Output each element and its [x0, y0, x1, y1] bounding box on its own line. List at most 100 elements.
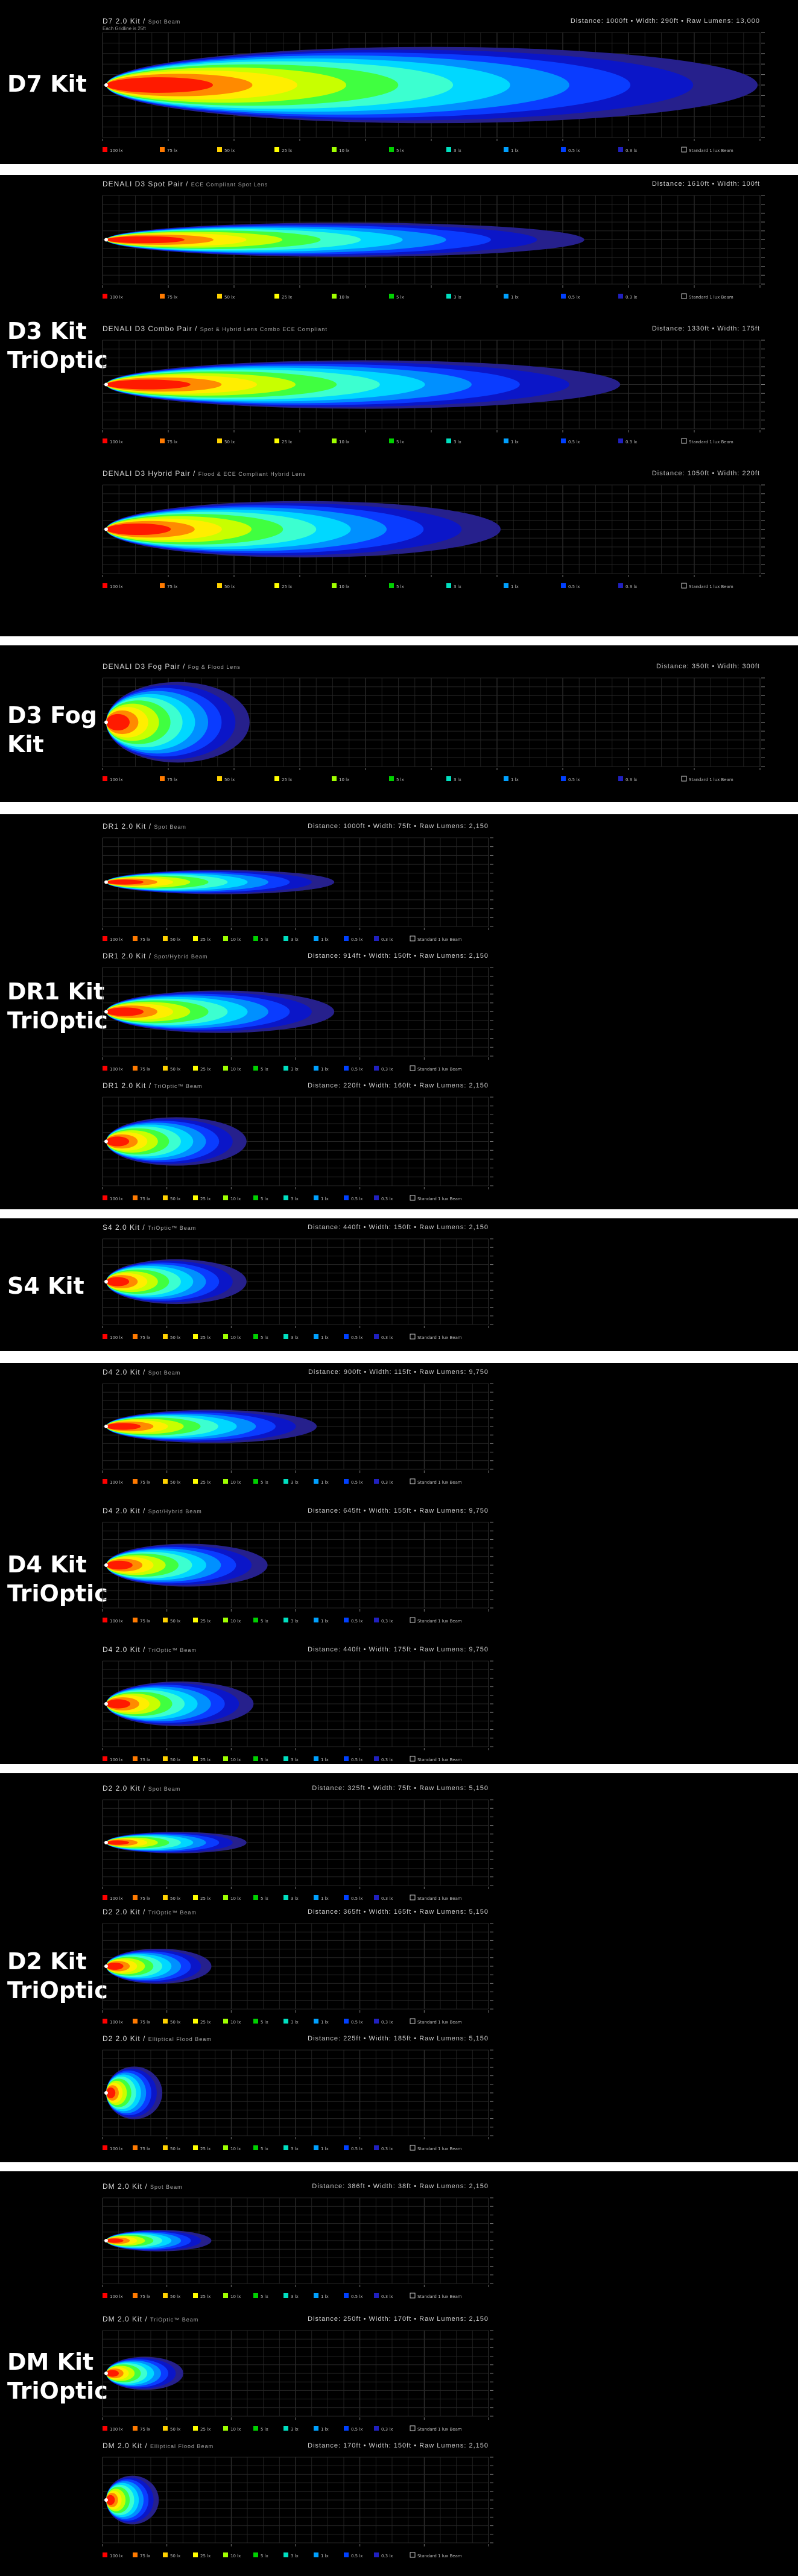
legend-swatch [133, 936, 138, 941]
legend-label: 0.3 lx [381, 1067, 393, 1072]
panel-stats: Distance: 350ft • Width: 300ft [656, 663, 760, 670]
legend-swatch [103, 2019, 107, 2024]
legend-swatch [446, 147, 451, 152]
panel-title: DENALI D3 Fog Pair / Fog & Flood Lens [103, 662, 241, 671]
light-source [104, 527, 108, 531]
legend-label: 1 lx [321, 1480, 329, 1485]
beam-pattern [104, 682, 250, 763]
legend-swatch [133, 2019, 138, 2024]
panel-subtitle: Spot Beam [150, 2184, 183, 2190]
legend-swatch [283, 1895, 288, 1900]
legend-swatch [283, 2552, 288, 2557]
legend-swatch [193, 1066, 198, 1071]
legend-label: 100 lx [110, 2427, 123, 2432]
legend-swatch [314, 1756, 318, 1761]
legend-swatch-standard [410, 2425, 416, 2431]
light-source [104, 1139, 108, 1144]
legend-label: 100 lx [110, 2147, 123, 2151]
panel-subtitle: Spot Beam [148, 1370, 181, 1376]
legend-swatch [163, 1618, 168, 1622]
light-source [104, 2372, 108, 2375]
section-divider [0, 1764, 798, 1773]
lux-legend: 100 lx 75 lx 50 lx 25 lx 10 lx 5 lx 3 lx 1 lx 0.… [103, 1756, 462, 1762]
legend-label: 25 lx [200, 1067, 211, 1072]
legend-label: 10 lx [230, 1619, 241, 1624]
panel-title-text: D4 2.0 Kit [103, 1507, 141, 1515]
legend-swatch [193, 1334, 198, 1339]
panel-subtitle: Elliptical Flood Beam [150, 2443, 214, 2449]
section-divider [0, 1351, 798, 1363]
legend-swatch-standard [410, 2552, 416, 2558]
beam-pattern [104, 2356, 183, 2390]
beam-chart: 100 lx 75 lx 50 lx 25 lx 10 lx 5 lx 3 lx 1 lx 0.… [102, 1238, 493, 1340]
legend-swatch [274, 776, 279, 781]
legend-swatch [163, 2019, 168, 2024]
legend-label: 75 lx [140, 2427, 150, 2432]
lux-legend: 100 lx 75 lx 50 lx 25 lx 10 lx 5 lx 3 lx 1 lx 0.… [103, 1065, 462, 1072]
legend-swatch [253, 2145, 258, 2150]
legend-swatch [163, 1195, 168, 1200]
panel-subtitle: Elliptical Flood Beam [148, 2036, 212, 2042]
section-divider [0, 2162, 798, 2171]
legend-swatch [217, 438, 222, 443]
legend-swatch-standard [410, 1065, 416, 1071]
legend-swatch [332, 776, 337, 781]
grid [102, 1238, 489, 1325]
legend-swatch [283, 2019, 288, 2024]
legend-label: 1 lx [511, 440, 519, 445]
legend-label: 100 lx [110, 1067, 123, 1072]
title-separator: / [142, 2442, 151, 2450]
legend-swatch [193, 936, 198, 941]
lux-legend: 100 lx 75 lx 50 lx 25 lx 10 lx 5 lx 3 lx 1 lx 0.… [103, 935, 462, 942]
legend-label: 10 lx [339, 777, 349, 782]
legend-swatch [163, 1479, 168, 1484]
legend-swatch-standard [681, 583, 687, 589]
kit-label: S4 Kit [7, 1273, 84, 1299]
legend-label: 75 lx [167, 148, 177, 153]
legend-label: 75 lx [140, 1619, 150, 1624]
legend-label: 0.3 lx [625, 148, 637, 153]
legend-label: 100 lx [110, 1619, 123, 1624]
legend-swatch [193, 2552, 198, 2557]
panel-title-text: D7 2.0 Kit [103, 17, 141, 25]
legend-label-standard: Standard 1 lux Beam [417, 2147, 462, 2151]
section-divider [0, 164, 798, 175]
panel-stats: Distance: 1330ft • Width: 175ft [651, 325, 760, 332]
legend-label: 0.3 lx [381, 1758, 393, 1762]
beam-contour [106, 1560, 133, 1570]
legend-swatch [283, 936, 288, 941]
legend-swatch [133, 1334, 138, 1339]
legend-label: 0.3 lx [381, 2020, 393, 2025]
legend-swatch [274, 147, 279, 152]
panel-stats: Distance: 440ft • Width: 175ft • Raw Lum… [308, 1646, 489, 1653]
legend-label: 1 lx [321, 1896, 329, 1901]
panel-subtitle: TriOptic™ Beam [150, 2317, 199, 2323]
legend-swatch [193, 2426, 198, 2431]
beam-contour [106, 1699, 131, 1709]
legend-label: 50 lx [224, 440, 235, 445]
legend-label: 75 lx [140, 2554, 150, 2559]
legend-swatch [618, 776, 623, 781]
legend-swatch [446, 776, 451, 781]
legend-label: 5 lx [261, 1480, 268, 1485]
legend-label: 3 lx [291, 2554, 299, 2559]
legend-label: 100 lx [110, 584, 123, 589]
legend-label: 75 lx [140, 937, 150, 942]
light-source [104, 2498, 108, 2502]
legend-label: 1 lx [511, 777, 519, 782]
legend-label-standard: Standard 1 lux Beam [417, 1480, 462, 1485]
legend-label-standard: Standard 1 lux Beam [417, 1067, 462, 1072]
legend-swatch [446, 438, 451, 443]
legend-swatch [618, 147, 623, 152]
beam-pattern [104, 2066, 163, 2119]
legend-label-standard: Standard 1 lux Beam [417, 2020, 462, 2025]
legend-swatch [374, 1618, 379, 1622]
legend-swatch-standard [410, 1617, 416, 1623]
legend-label: 0.3 lx [625, 295, 637, 300]
legend-swatch [253, 2552, 258, 2557]
light-source [104, 83, 108, 87]
legend-swatch [274, 438, 279, 443]
legend-swatch [314, 1334, 318, 1339]
legend-label: 0.5 lx [351, 1896, 363, 1901]
legend-label: 50 lx [224, 584, 235, 589]
